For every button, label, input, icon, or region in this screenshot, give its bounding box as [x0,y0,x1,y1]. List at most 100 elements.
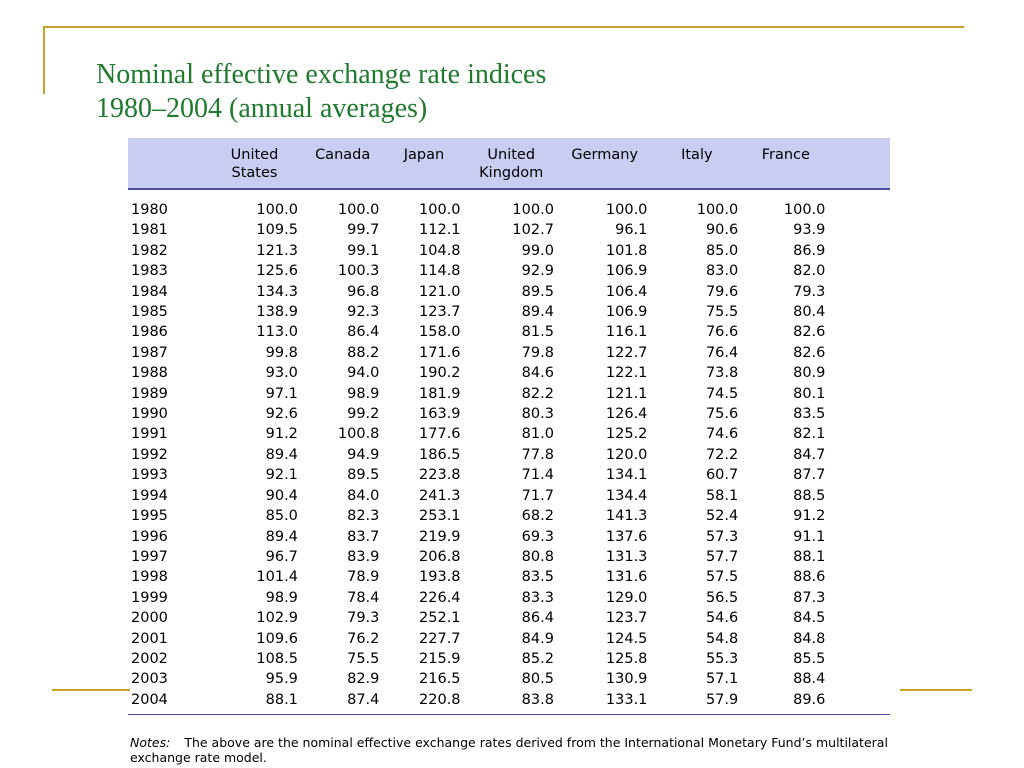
value-cell: 90.4 [265,487,298,504]
slide-title-line-2: 1980–2004 (annual averages) [96,93,428,124]
header-spacer-cell [829,138,890,190]
year-cell: 1996 [131,528,168,545]
table-row: 1988 93.0 94.0 190.2 84.6 122.1 73.8 80.9 [128,363,890,383]
value-cell: 109.5 [256,222,298,239]
value-cell: 55.3 [705,650,739,667]
value-cell: 89.4 [265,528,298,545]
value-cell: 141.3 [605,508,648,525]
row-spacer-cell [829,486,890,506]
value-cell: 252.1 [419,610,461,627]
value-cell: 80.4 [793,304,826,321]
year-cell: 1997 [131,548,168,565]
table-row: 1998 101.4 78.9 193.8 83.5 131.6 57.5 88.6 [128,567,890,587]
value-cell: 84.6 [521,365,554,382]
year-cell: 1994 [131,487,168,504]
table-header-row: United States Canada Japan United Kingdom Germ… [128,138,890,190]
column-header: Canada [301,138,384,190]
value-cell: 85.0 [265,508,298,525]
value-cell: 82.6 [793,344,826,361]
value-cell: 99.8 [265,344,298,361]
value-cell: 75.6 [705,406,739,423]
slide-frame-left-line [43,26,45,94]
slide-title: Nominal effective exchange rate indices … [96,58,546,126]
value-cell: 80.5 [521,671,554,688]
value-cell: 131.6 [605,569,648,586]
value-cell: 100.0 [696,202,739,218]
value-cell: 100.0 [512,202,554,218]
value-cell: 102.9 [256,610,298,627]
value-cell: 79.6 [705,283,739,300]
value-cell: 89.6 [742,689,830,716]
value-cell: 91.2 [265,426,298,443]
column-header: Italy [651,138,743,190]
value-cell: 83.7 [347,528,380,545]
column-header-line-2: States [231,165,278,181]
value-cell: 96.1 [615,222,648,239]
year-cell: 1981 [131,222,168,239]
value-cell: 56.5 [705,589,739,606]
value-cell: 186.5 [419,446,461,463]
slide-title-line-1: Nominal effective exchange rate indices [96,59,547,90]
row-spacer-cell [829,629,890,649]
row-spacer-cell [829,189,890,220]
value-cell: 88.4 [793,671,826,688]
value-cell: 99.1 [347,242,380,259]
value-cell: 84.8 [793,630,826,647]
year-cell: 2003 [131,671,168,688]
value-cell: 123.7 [419,304,461,321]
value-cell: 88.1 [793,548,826,565]
table-row: 2001 109.6 76.2 227.7 84.9 124.5 54.8 84.8 [128,629,890,649]
value-cell: 124.5 [605,630,648,647]
value-cell: 84.7 [793,446,826,463]
value-cell: 77.8 [521,446,554,463]
value-cell: 177.6 [419,426,461,443]
value-cell: 69.3 [521,528,554,545]
value-cell: 241.3 [419,487,461,504]
column-header-line-2: Kingdom [479,165,544,181]
row-spacer-cell [829,261,890,281]
value-cell: 54.6 [705,610,739,627]
slide-frame-bottom-left-line [52,689,130,691]
value-cell: 82.3 [347,508,380,525]
table-row: 1991 91.2 100.8 177.6 81.0 125.2 74.6 82.1 [128,424,890,444]
value-cell: 52.4 [705,508,739,525]
value-cell: 73.8 [705,365,739,382]
table-row: 1982 121.3 99.1 104.8 99.0 101.8 85.0 86.9 [128,241,890,261]
value-cell: 163.9 [419,406,461,423]
row-spacer-cell [829,384,890,404]
value-cell: 100.0 [605,202,648,218]
row-spacer-cell [829,404,890,424]
row-spacer-cell [829,465,890,485]
value-cell: 81.0 [521,426,554,443]
year-cell: 2002 [131,650,168,667]
column-header: France [742,138,830,190]
row-spacer-cell [829,424,890,444]
value-cell: 81.5 [521,324,554,341]
value-cell: 108.5 [256,650,298,667]
value-cell: 82.0 [793,263,826,280]
row-spacer-cell [829,689,890,716]
value-cell: 86.4 [521,610,554,627]
year-cell: 1990 [131,406,168,423]
value-cell: 79.3 [793,283,826,300]
value-cell: 134.1 [605,467,648,484]
value-cell: 101.8 [605,242,648,259]
value-cell: 71.4 [521,467,554,484]
value-cell: 83.5 [521,569,554,586]
value-cell: 74.6 [705,426,739,443]
value-cell: 100.0 [337,202,380,218]
table-body: 1980 100.0 100.0 100.0 100.0 100.0 100.0 100.0 1… [128,189,890,716]
value-cell: 137.6 [605,528,648,545]
table-row: 1987 99.8 88.2 171.6 79.8 122.7 76.4 82.6 [128,343,890,363]
value-cell: 253.1 [419,508,461,525]
row-spacer-cell [829,547,890,567]
year-cell: 1995 [131,508,168,525]
table-row: 1995 85.0 82.3 253.1 68.2 141.3 52.4 91.2 [128,506,890,526]
table-row: 1992 89.4 94.9 186.5 77.8 120.0 72.2 84.7 [128,445,890,465]
year-cell: 2004 [128,689,208,716]
year-cell: 1989 [131,385,168,402]
value-cell: 133.1 [557,689,652,716]
value-cell: 134.4 [605,487,648,504]
value-cell: 74.5 [705,385,739,402]
row-spacer-cell [829,588,890,608]
